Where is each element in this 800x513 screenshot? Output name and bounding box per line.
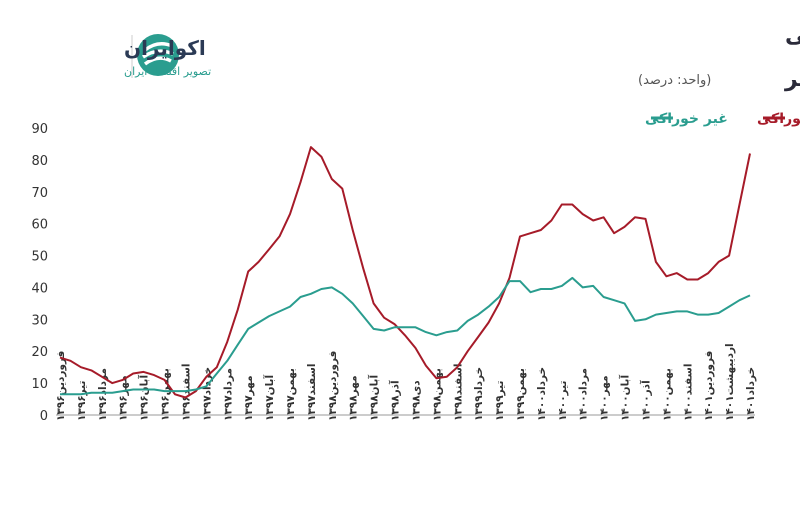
x-tick-label: بهمن۱۳۹۶ — [160, 368, 172, 421]
series-line — [60, 276, 751, 396]
legend-label: خوراکی — [757, 111, 800, 127]
x-tick-label: تیر۱۳۹۶ — [76, 381, 88, 421]
x-tick-label: مرداد۱۴۰۰ — [578, 368, 590, 421]
x-tick-label: تیر۱۴۰۰ — [557, 381, 569, 421]
y-tick-label: 40 — [31, 281, 48, 296]
y-tick-label: 50 — [31, 250, 48, 265]
y-tick-label: 10 — [31, 377, 48, 392]
x-tick-label: اردیبهشت۱۴۰۱ — [724, 343, 736, 421]
x-tick-label: مهر۱۴۰۰ — [599, 375, 611, 421]
y-tick-label: 30 — [31, 313, 48, 328]
x-tick-label: آذر۱۴۰۰ — [639, 380, 652, 421]
x-tick-label: فروردین۱۴۰۱ — [703, 350, 715, 421]
x-tick-label: تیر۱۳۹۹ — [494, 381, 506, 421]
x-tick-label: فروردین۱۳۹۸ — [327, 350, 339, 421]
brand-name: اکوایران — [124, 36, 206, 60]
x-tick-label: مرداد۱۳۹۶ — [97, 368, 109, 421]
y-tick-label: 80 — [31, 154, 48, 169]
y-tick-label: 20 — [31, 345, 48, 360]
series-line — [59, 146, 751, 399]
unit-note: (واحد: درصد) — [638, 73, 711, 88]
x-tick-label: بهمن۱۳۹۹ — [515, 368, 527, 421]
x-tick-label: آبان۱۳۹۷ — [263, 375, 276, 421]
brand-tagline: تصویر اقتصاد ایران — [124, 65, 211, 78]
logo-icon — [137, 34, 179, 76]
legend-label: غیر خوراکی — [645, 111, 728, 127]
x-tick-label: آبان۱۳۹۶ — [138, 375, 151, 421]
x-tick-label: اسفند۱۴۰۰ — [682, 364, 694, 421]
x-tick-label: مهر۱۳۹۶ — [118, 375, 130, 421]
y-tick-label: 0 — [40, 409, 48, 424]
x-tick-label: مهر۱۳۹۸ — [348, 375, 360, 421]
x-tick-label: خرداد۱۳۹۹ — [473, 367, 485, 421]
x-tick-label: بهمن۱۳۹۷ — [285, 368, 297, 421]
x-tick-label: دی۱۳۹۸ — [410, 380, 422, 421]
x-tick-label: بهمن۱۳۹۸ — [431, 368, 443, 421]
x-tick-label: خرداد۱۴۰۰ — [536, 367, 548, 421]
chart-subtitle: در ۵ سال اخیر — [784, 67, 800, 92]
chart-title: روند تورم نقطه ای خوراکی و غیر خوراکی — [785, 23, 800, 48]
x-tick-label: آذر۱۳۹۸ — [389, 380, 402, 421]
y-tick-label: 60 — [31, 218, 48, 233]
x-tick-label: خرداد۱۴۰۱ — [745, 367, 757, 421]
x-tick-label: بهمن۱۴۰۰ — [661, 368, 673, 421]
x-tick-label: فروردین۱۳۹۶ — [55, 350, 67, 421]
y-tick-label: 70 — [31, 186, 48, 201]
x-tick-label: آبان۱۳۹۸ — [368, 375, 381, 421]
y-tick-label: 90 — [31, 122, 48, 137]
x-tick-label: مهر۱۳۹۷ — [243, 375, 255, 421]
x-tick-label: آبان۱۴۰۰ — [619, 375, 632, 421]
x-tick-label: اسفند۱۳۹۸ — [452, 364, 464, 421]
x-tick-label: اسفند۱۳۹۶ — [180, 364, 192, 421]
x-tick-label: مرداد۱۳۹۷ — [222, 368, 234, 421]
x-tick-label: اسفند۱۳۹۷ — [306, 364, 318, 421]
